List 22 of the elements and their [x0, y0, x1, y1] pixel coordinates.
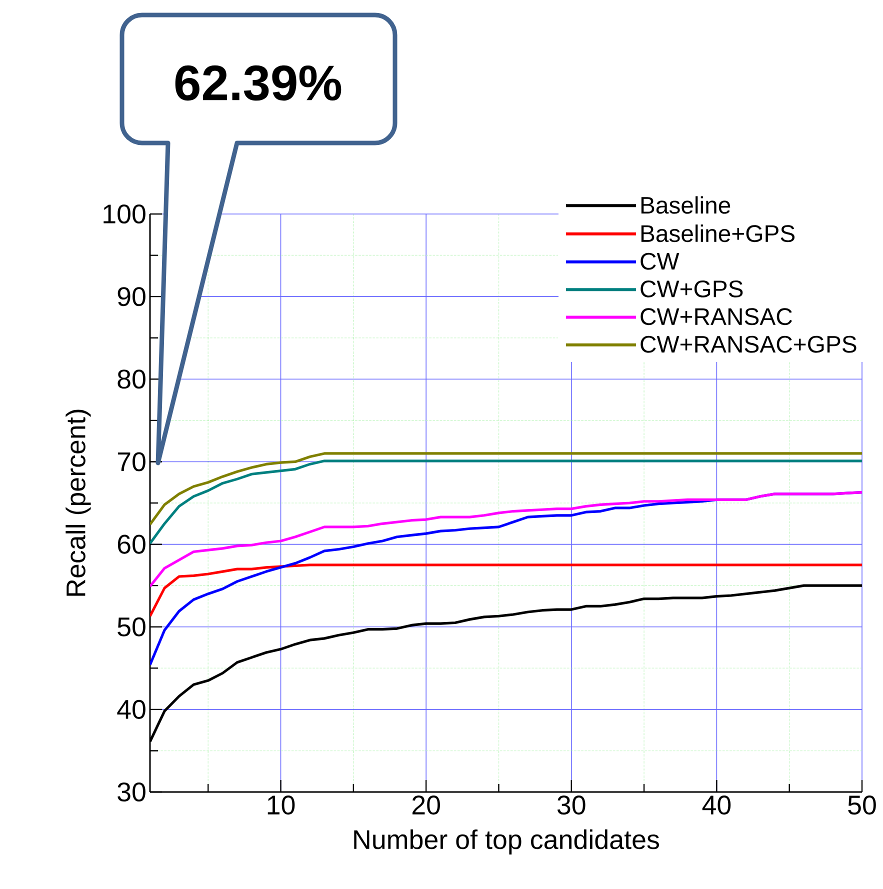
legend-label: CW: [640, 252, 680, 270]
y-tick-label: 40: [117, 700, 146, 719]
x-tick-label: 30: [557, 796, 586, 815]
x-tick-label: 10: [268, 796, 295, 815]
legend-label: CW+RANSAC+GPS: [640, 336, 856, 353]
y-tick-label: 50: [118, 617, 146, 636]
legend-label: CW+GPS: [640, 280, 743, 298]
x-tick-label: 50: [848, 796, 876, 815]
y-tick-label: 80: [118, 370, 146, 389]
x-tick-label: 20: [412, 796, 440, 815]
y-axis-title: Recall (percent): [66, 410, 91, 596]
y-tick-label: 100: [104, 204, 146, 224]
text: 62.39%: [175, 65, 342, 101]
legend-label: CW+RANSAC: [640, 308, 792, 326]
x-tick-label: 40: [702, 796, 731, 815]
y-tick-label: 60: [118, 534, 146, 554]
y-tick-label: 90: [118, 287, 146, 306]
y-tick-label: 70: [118, 452, 146, 472]
legend-label: Baseline+GPS: [641, 224, 795, 242]
x-axis-title: Number of top candidates: [354, 829, 659, 854]
y-tick-label: 30: [118, 782, 146, 802]
legend-label: Baseline: [641, 196, 730, 214]
